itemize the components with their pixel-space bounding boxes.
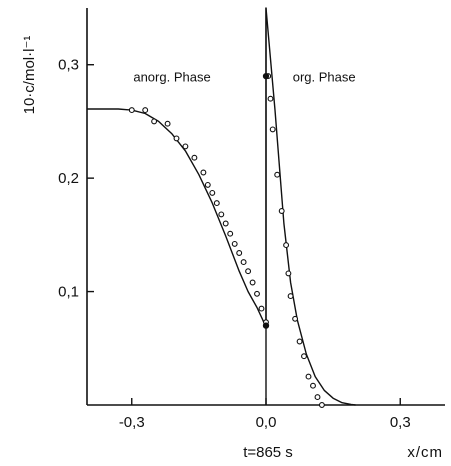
data-point <box>227 230 234 237</box>
data-point <box>285 270 292 277</box>
data-point <box>142 107 149 114</box>
data-point <box>249 279 256 286</box>
data-point <box>231 240 238 247</box>
fit-curve-1 <box>265 7 356 406</box>
data-point <box>200 169 207 176</box>
y-tick-label: 0,3 <box>58 57 79 74</box>
data-point <box>274 171 281 178</box>
annotation-org-phase: org. Phase <box>293 70 356 85</box>
data-point <box>258 305 265 312</box>
data-point <box>151 118 158 125</box>
data-point <box>296 338 303 345</box>
data-point <box>301 353 307 360</box>
data-point <box>318 402 325 408</box>
data-point <box>218 211 225 218</box>
data-point <box>278 208 285 214</box>
filled-data-point <box>262 72 270 80</box>
data-point <box>254 290 260 297</box>
data-point <box>287 293 294 300</box>
data-point <box>245 268 252 275</box>
y-axis-label: 10·c/mol·l⁻¹ <box>21 36 38 115</box>
fitted-curves <box>87 7 356 406</box>
data-point <box>128 107 135 114</box>
data-point <box>164 120 171 127</box>
y-tick-label: 0,2 <box>58 170 79 187</box>
x-tick-label: 0,0 <box>256 414 277 431</box>
data-point <box>314 394 321 401</box>
data-point <box>269 126 276 133</box>
data-point <box>222 220 229 227</box>
data-point <box>209 189 216 196</box>
axis-ticks: -0,3 0,0 0,3 0,1 0,2 0,3 <box>58 57 411 431</box>
data-point <box>310 382 316 389</box>
data-point <box>267 95 274 102</box>
annotation-anorg-phase: anorg. Phase <box>133 70 210 85</box>
x-tick-label: -0,3 <box>119 414 145 431</box>
data-point <box>182 143 189 150</box>
data-point <box>292 315 299 322</box>
data-point <box>240 259 247 266</box>
data-point <box>204 181 211 188</box>
data-point <box>236 250 243 256</box>
x-axis-label: x/cm <box>407 444 443 461</box>
x-tick-label: 0,3 <box>390 414 411 431</box>
data-point <box>283 242 290 249</box>
data-point <box>305 373 312 380</box>
data-point <box>191 154 198 161</box>
measured-points <box>128 72 325 408</box>
filled-data-point <box>262 322 270 329</box>
y-tick-label: 0,1 <box>58 284 79 301</box>
annotation-time: t=865 s <box>243 444 293 461</box>
data-point <box>213 200 220 207</box>
fit-curve-0 <box>87 108 267 326</box>
data-point <box>173 135 180 142</box>
